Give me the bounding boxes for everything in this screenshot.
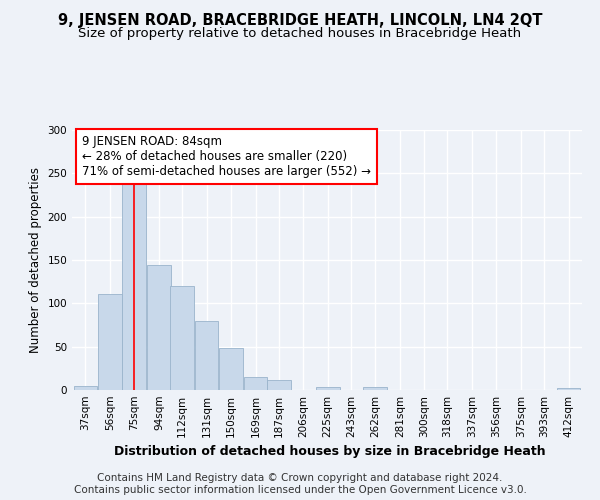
- Bar: [267, 380, 290, 390]
- Bar: [122, 180, 146, 390]
- Bar: [244, 377, 268, 390]
- Bar: [147, 265, 171, 390]
- Bar: [316, 388, 340, 390]
- Y-axis label: Number of detached properties: Number of detached properties: [29, 167, 42, 353]
- Bar: [170, 286, 194, 390]
- Bar: [557, 388, 580, 390]
- Bar: [74, 386, 97, 390]
- Bar: [364, 388, 387, 390]
- Bar: [219, 348, 243, 390]
- Text: Contains HM Land Registry data © Crown copyright and database right 2024.
Contai: Contains HM Land Registry data © Crown c…: [74, 474, 526, 495]
- Text: Distribution of detached houses by size in Bracebridge Heath: Distribution of detached houses by size …: [114, 444, 546, 458]
- Bar: [98, 294, 122, 390]
- Text: 9, JENSEN ROAD, BRACEBRIDGE HEATH, LINCOLN, LN4 2QT: 9, JENSEN ROAD, BRACEBRIDGE HEATH, LINCO…: [58, 12, 542, 28]
- Bar: [194, 320, 218, 390]
- Text: Size of property relative to detached houses in Bracebridge Heath: Size of property relative to detached ho…: [79, 28, 521, 40]
- Text: 9 JENSEN ROAD: 84sqm
← 28% of detached houses are smaller (220)
71% of semi-deta: 9 JENSEN ROAD: 84sqm ← 28% of detached h…: [82, 135, 371, 178]
